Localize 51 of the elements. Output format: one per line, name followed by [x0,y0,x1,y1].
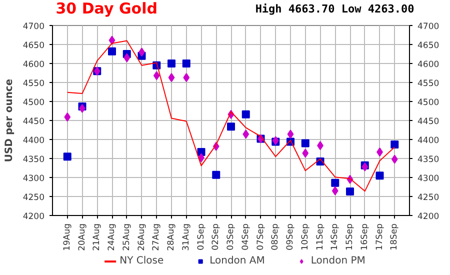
x-tick-label: 21Aug [92,223,102,251]
x-tick-label: 07Sep [256,223,266,250]
x-tick-label: 04Sep [240,223,251,250]
y2-tick-label: 4450 [418,117,440,127]
x-tick-label: 28Aug [166,223,176,251]
y2-tick-label: 4250 [418,193,440,203]
x-tick-label: 26Aug [136,223,147,251]
y2-tick-label: 4650 [418,41,440,51]
y2-tick-label: 4550 [418,79,440,89]
y-tick-label: 4200 [22,212,45,222]
y-tick-label: 4450 [22,117,45,127]
x-tick-label: 10Sep [300,223,310,250]
x-tick-label: 01Sep [196,223,206,250]
x-tick-label: 11Sep [315,223,326,250]
x-tick-label: 20Aug [77,223,88,251]
y2-tick-label: 4200 [418,212,440,222]
x-tick-label: 14Sep [330,223,340,250]
y-tick-label: 4350 [22,155,45,165]
y-tick-label: 4700 [22,22,45,32]
y-tick-label: 4550 [22,79,45,89]
y2-tick-label: 4600 [418,60,440,70]
y-axis-title: USD per ounce [4,78,15,162]
legend-label: London AM [210,256,265,266]
chart-title: 30 Day Gold [56,0,158,18]
x-tick-label: 08Sep [270,223,281,250]
x-tick-label: 03Sep [226,223,236,250]
y-tick-label: 4600 [22,60,45,70]
y-tick-label: 4500 [22,98,45,108]
y2-tick-label: 4500 [418,98,440,108]
y-tick-label: 4650 [22,41,45,51]
x-tick-label: 19Aug [62,223,72,251]
x-tick-label: 02Sep [211,223,222,250]
x-tick-label: 27Aug [152,223,162,251]
text: High 4663.70 Low 4263.00 [255,2,414,16]
legend-label: NY Close [120,256,164,266]
x-tick-label: 18Sep [390,223,400,250]
x-tick-label: 09Sep [286,223,296,250]
x-tick-label: 16Sep [360,223,370,250]
y2-tick-label: 4400 [418,136,440,146]
x-tick-label: 31Aug [181,223,192,251]
y2-tick-label: 4350 [418,155,440,165]
y-tick-label: 4300 [22,174,45,184]
legend-label: London PM [310,256,366,266]
x-tick-label: 25Aug [122,223,132,251]
y2-tick-label: 4300 [418,174,440,184]
x-tick-label: 15Sep [345,223,355,250]
y-tick-label: 4400 [22,136,45,146]
x-tick-label: 17Sep [374,223,385,250]
x-tick-label: 24Aug [107,223,117,251]
y2-tick-label: 4700 [418,22,440,32]
y-tick-label: 4250 [22,193,45,203]
